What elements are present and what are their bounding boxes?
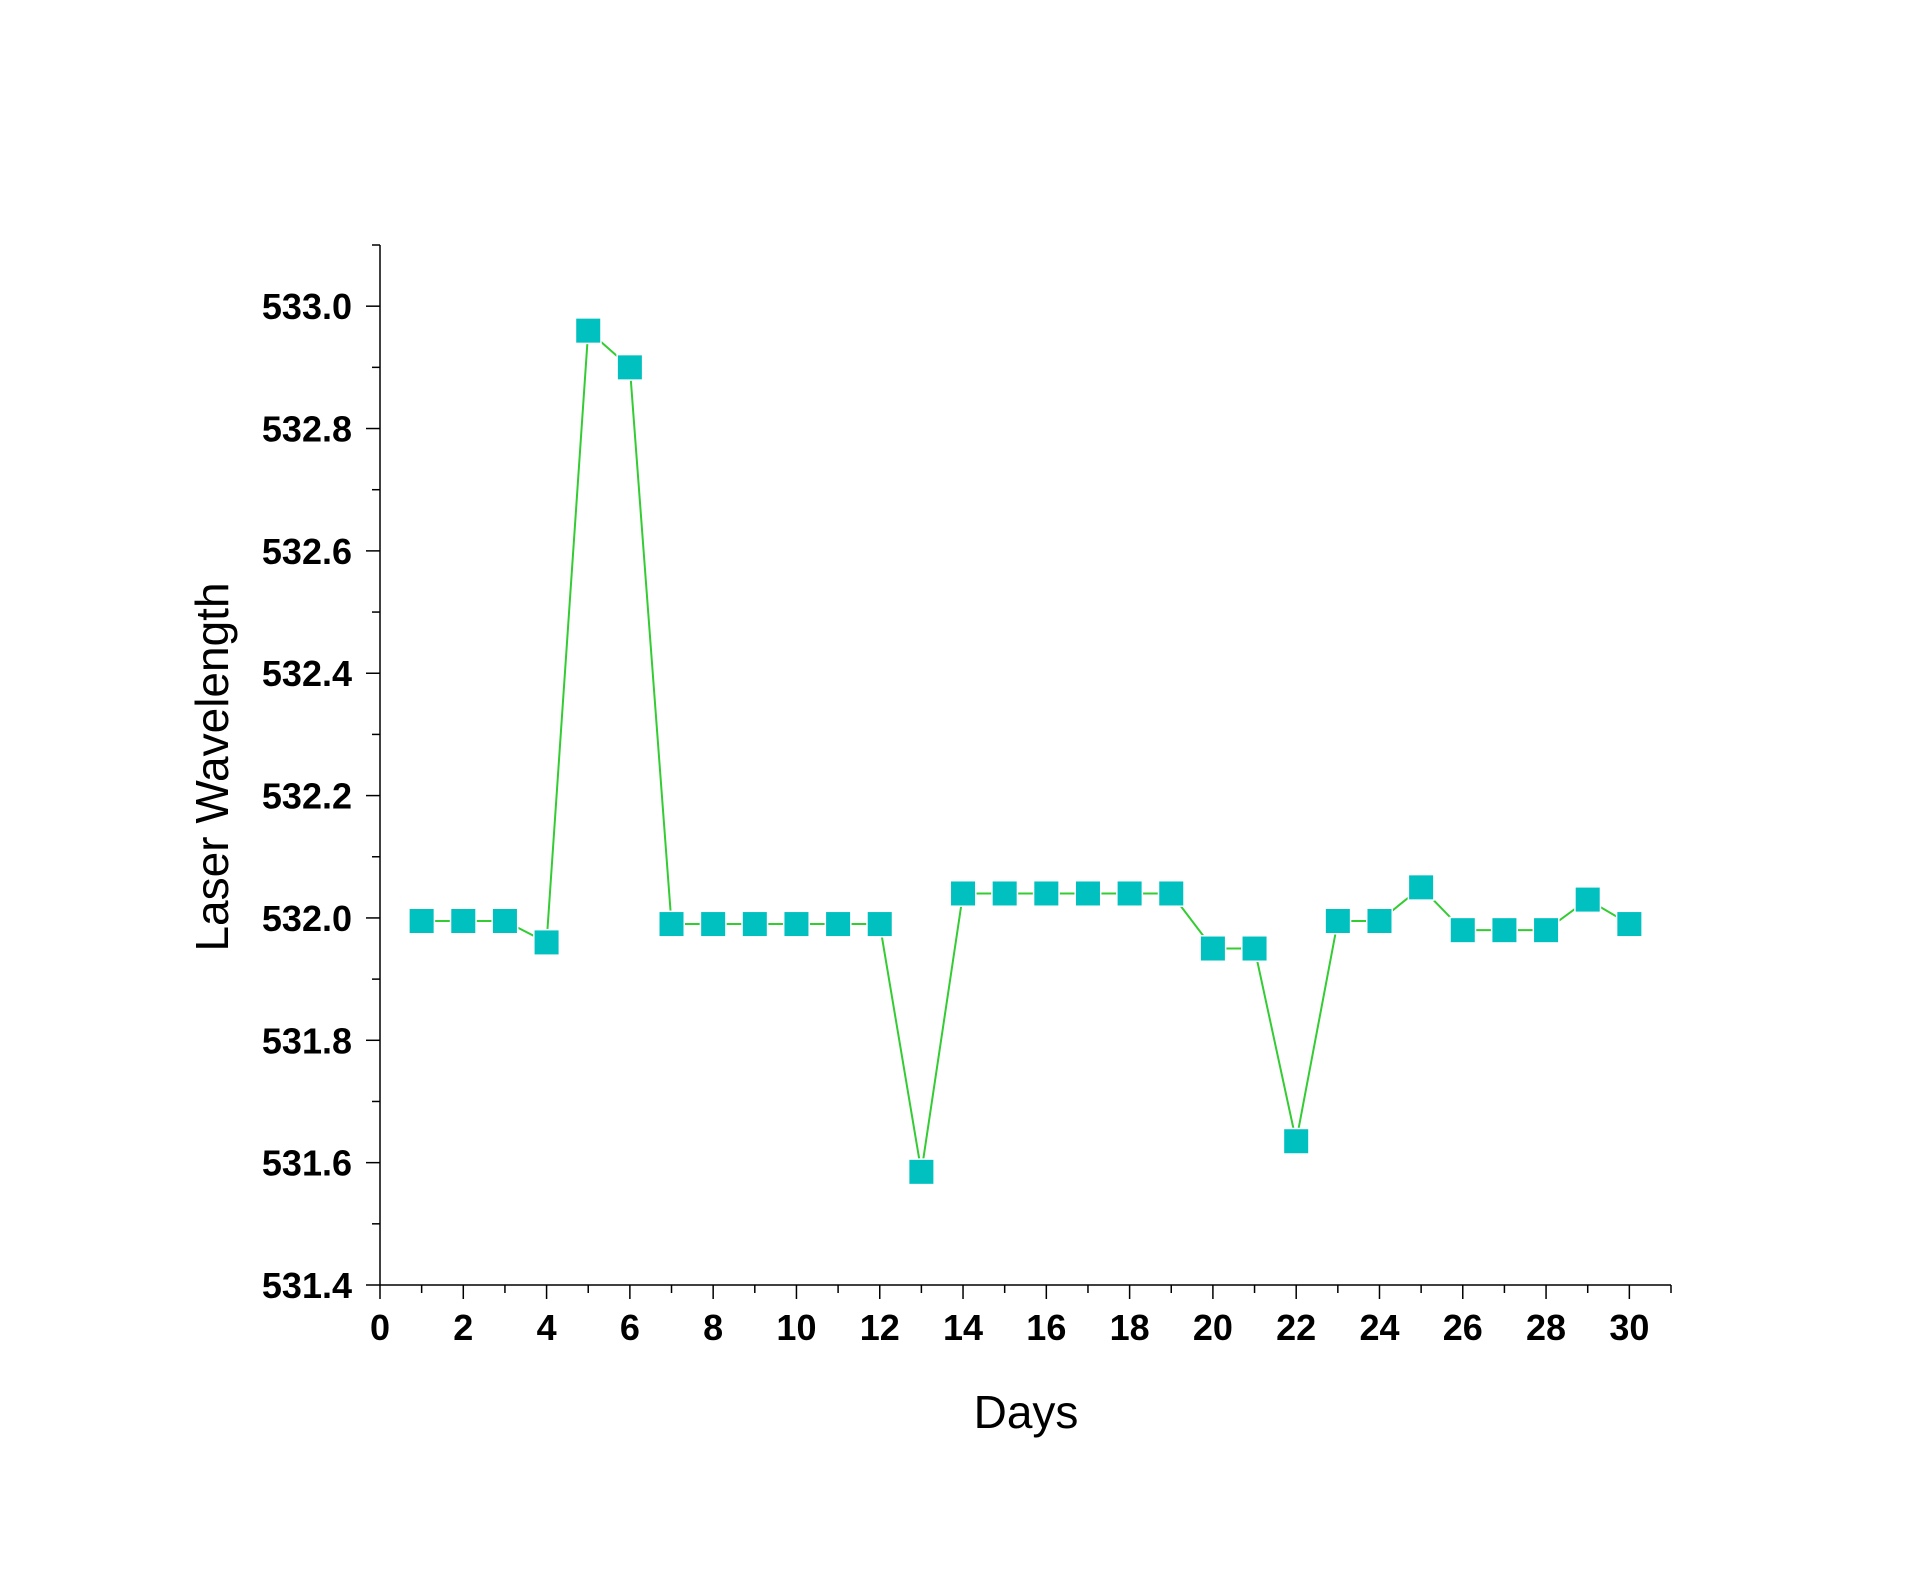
marker [1282, 1127, 1310, 1155]
marker [949, 879, 977, 907]
marker [866, 910, 894, 938]
marker [991, 879, 1019, 907]
marker [1199, 935, 1227, 963]
marker [1116, 879, 1144, 907]
marker [699, 910, 727, 938]
marker [1574, 886, 1602, 914]
x-tick-label: 12 [860, 1307, 900, 1348]
marker [1407, 873, 1435, 901]
x-tick-label: 20 [1193, 1307, 1233, 1348]
marker [824, 910, 852, 938]
x-tick-label: 6 [620, 1307, 640, 1348]
x-tick-label: 4 [537, 1307, 557, 1348]
marker [491, 907, 519, 935]
marker [1490, 916, 1518, 944]
y-tick-label: 532.6 [262, 531, 352, 572]
x-tick-label: 10 [776, 1307, 816, 1348]
x-tick-label: 26 [1443, 1307, 1483, 1348]
marker [1241, 935, 1269, 963]
x-tick-label: 2 [453, 1307, 473, 1348]
x-tick-label: 14 [943, 1307, 983, 1348]
y-tick-label: 531.4 [262, 1265, 352, 1306]
marker [533, 928, 561, 956]
y-tick-label: 531.8 [262, 1020, 352, 1061]
x-tick-label: 0 [370, 1307, 390, 1348]
y-tick-label: 532.8 [262, 409, 352, 450]
marker [1074, 879, 1102, 907]
y-tick-label: 531.6 [262, 1143, 352, 1184]
y-axis-title: Laser Wavelength [186, 582, 238, 951]
marker [1324, 907, 1352, 935]
x-tick-label: 8 [703, 1307, 723, 1348]
y-tick-label: 532.0 [262, 898, 352, 939]
marker [574, 317, 602, 345]
x-tick-label: 30 [1609, 1307, 1649, 1348]
y-tick-label: 533.0 [262, 286, 352, 327]
marker [658, 910, 686, 938]
x-tick-label: 22 [1276, 1307, 1316, 1348]
y-tick-label: 532.2 [262, 776, 352, 817]
marker [1532, 916, 1560, 944]
marker [616, 353, 644, 381]
y-tick-label: 532.4 [262, 653, 352, 694]
x-tick-label: 18 [1110, 1307, 1150, 1348]
marker [1615, 910, 1643, 938]
marker [1449, 916, 1477, 944]
marker [741, 910, 769, 938]
x-axis-title: Days [974, 1386, 1079, 1438]
marker [1365, 907, 1393, 935]
x-tick-label: 28 [1526, 1307, 1566, 1348]
marker [782, 910, 810, 938]
x-tick-label: 24 [1359, 1307, 1399, 1348]
marker [907, 1158, 935, 1186]
marker [1157, 879, 1185, 907]
x-tick-label: 16 [1026, 1307, 1066, 1348]
marker [449, 907, 477, 935]
marker [408, 907, 436, 935]
marker [1032, 879, 1060, 907]
series-line [421, 328, 1630, 1172]
